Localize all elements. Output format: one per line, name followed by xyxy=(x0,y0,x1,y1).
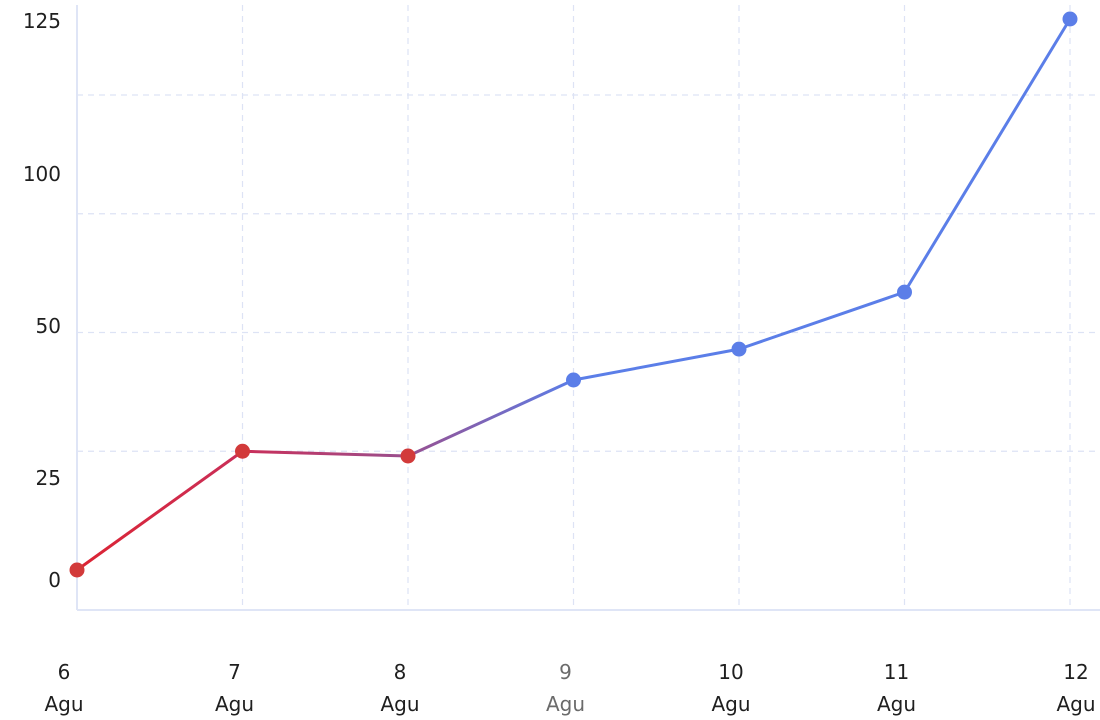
grid xyxy=(76,5,1100,610)
y-tick-label: 25 xyxy=(36,466,61,490)
x-tick-label-month: Agu xyxy=(1056,692,1095,716)
x-tick-label-month: Agu xyxy=(380,692,419,716)
data-point[interactable] xyxy=(235,443,250,459)
y-tick-label: 50 xyxy=(36,314,61,338)
tick-labels: 0 25 50 100 125 6 Agu 7 Agu 8 Agu 9 Agu 10 Agu 11 Agu 12 A… xyxy=(23,9,1096,716)
data-points xyxy=(69,11,1078,578)
x-tick-label-day: 6 xyxy=(58,660,71,684)
x-tick-label-month: Agu xyxy=(711,692,750,716)
x-tick-label-day: 10 xyxy=(718,660,743,684)
x-tick-label-month: Agu xyxy=(546,692,585,716)
data-point[interactable] xyxy=(566,372,581,388)
data-point[interactable] xyxy=(1062,11,1078,27)
x-tick-label-month: Agu xyxy=(877,692,916,716)
x-tick-label-month: Agu xyxy=(44,692,83,716)
x-tick-label-day: 9 xyxy=(559,660,572,684)
data-point[interactable] xyxy=(897,284,912,300)
x-tick-label-day: 7 xyxy=(228,660,241,684)
data-point[interactable] xyxy=(731,341,747,357)
y-tick-label: 100 xyxy=(23,162,61,186)
data-point[interactable] xyxy=(400,448,416,464)
x-tick-label-day: 8 xyxy=(394,660,407,684)
x-tick-label-month: Agu xyxy=(215,692,254,716)
y-tick-label: 0 xyxy=(48,568,61,592)
axes xyxy=(76,5,1100,611)
x-tick-label-day: 11 xyxy=(884,660,909,684)
x-tick-label-day: 12 xyxy=(1063,660,1088,684)
data-point[interactable] xyxy=(69,562,85,578)
y-tick-label: 125 xyxy=(23,9,61,33)
